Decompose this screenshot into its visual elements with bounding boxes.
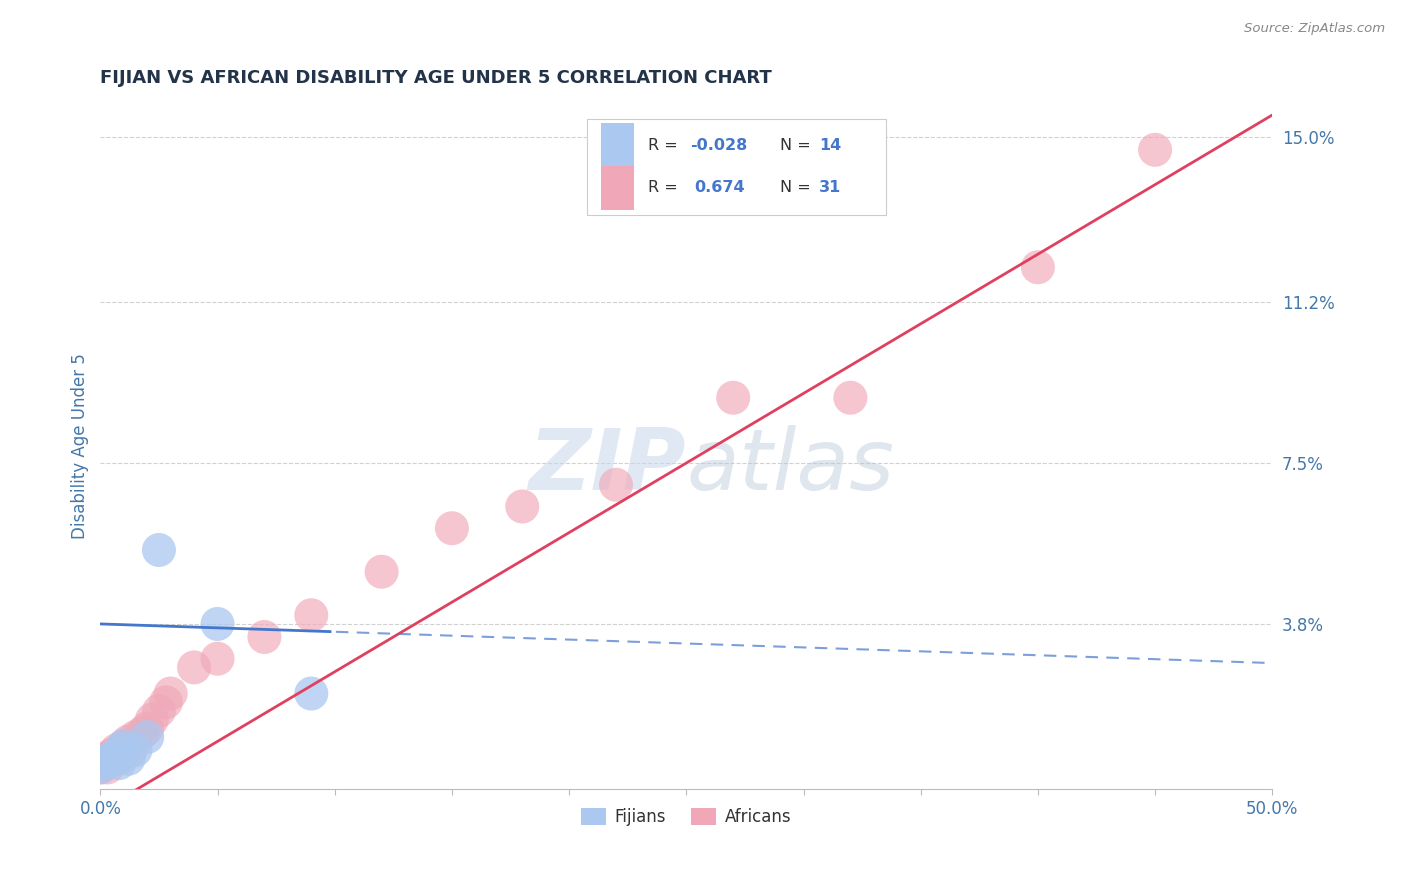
Point [110, 747, 132, 762]
Point [370, 565, 392, 579]
Point [839, 391, 862, 405]
Point [721, 391, 744, 405]
Point [440, 521, 463, 535]
Point [1026, 260, 1049, 275]
Point [112, 739, 135, 753]
Point [136, 722, 159, 736]
Point [91, 756, 114, 771]
Bar [600, 166, 634, 211]
Point [299, 608, 322, 623]
Point [1144, 143, 1167, 157]
Point [253, 630, 276, 644]
Point [105, 747, 128, 762]
Point [89, 760, 111, 774]
Point [112, 739, 135, 753]
Point [120, 743, 142, 757]
Point [108, 752, 131, 766]
Point [124, 743, 146, 757]
Text: 0.674: 0.674 [695, 180, 745, 195]
Point [103, 752, 125, 766]
Text: 31: 31 [818, 180, 841, 195]
Text: R =: R = [648, 137, 682, 153]
Point [103, 752, 125, 766]
Text: atlas: atlas [686, 425, 894, 508]
Point [94, 756, 117, 771]
Point [510, 500, 533, 514]
Point [299, 686, 322, 700]
Point [605, 477, 627, 491]
Point [117, 752, 139, 766]
Point [94, 752, 117, 766]
Point [207, 651, 229, 665]
Bar [600, 123, 634, 168]
Point [96, 760, 118, 774]
Point [89, 760, 111, 774]
Point [108, 756, 131, 771]
Legend: Fijians, Africans: Fijians, Africans [575, 801, 797, 832]
FancyBboxPatch shape [586, 120, 886, 215]
Point [124, 730, 146, 744]
Point [117, 734, 139, 748]
Point [148, 543, 170, 558]
Point [101, 747, 124, 762]
Point [148, 704, 170, 718]
Point [105, 743, 128, 757]
Point [141, 713, 163, 727]
Point [207, 616, 229, 631]
Text: FIJIAN VS AFRICAN DISABILITY AGE UNDER 5 CORRELATION CHART: FIJIAN VS AFRICAN DISABILITY AGE UNDER 5… [100, 69, 772, 87]
Text: N =: N = [780, 180, 815, 195]
Point [110, 743, 132, 757]
Text: -0.028: -0.028 [690, 137, 747, 153]
Y-axis label: Disability Age Under 5: Disability Age Under 5 [72, 352, 89, 539]
Text: ZIP: ZIP [529, 425, 686, 508]
Point [131, 725, 153, 739]
Point [183, 660, 205, 674]
Text: Source: ZipAtlas.com: Source: ZipAtlas.com [1244, 22, 1385, 36]
Point [159, 686, 181, 700]
Text: N =: N = [780, 137, 815, 153]
Point [98, 752, 121, 766]
Point [136, 730, 159, 744]
Point [155, 695, 177, 709]
Text: R =: R = [648, 180, 688, 195]
Text: 14: 14 [818, 137, 841, 153]
